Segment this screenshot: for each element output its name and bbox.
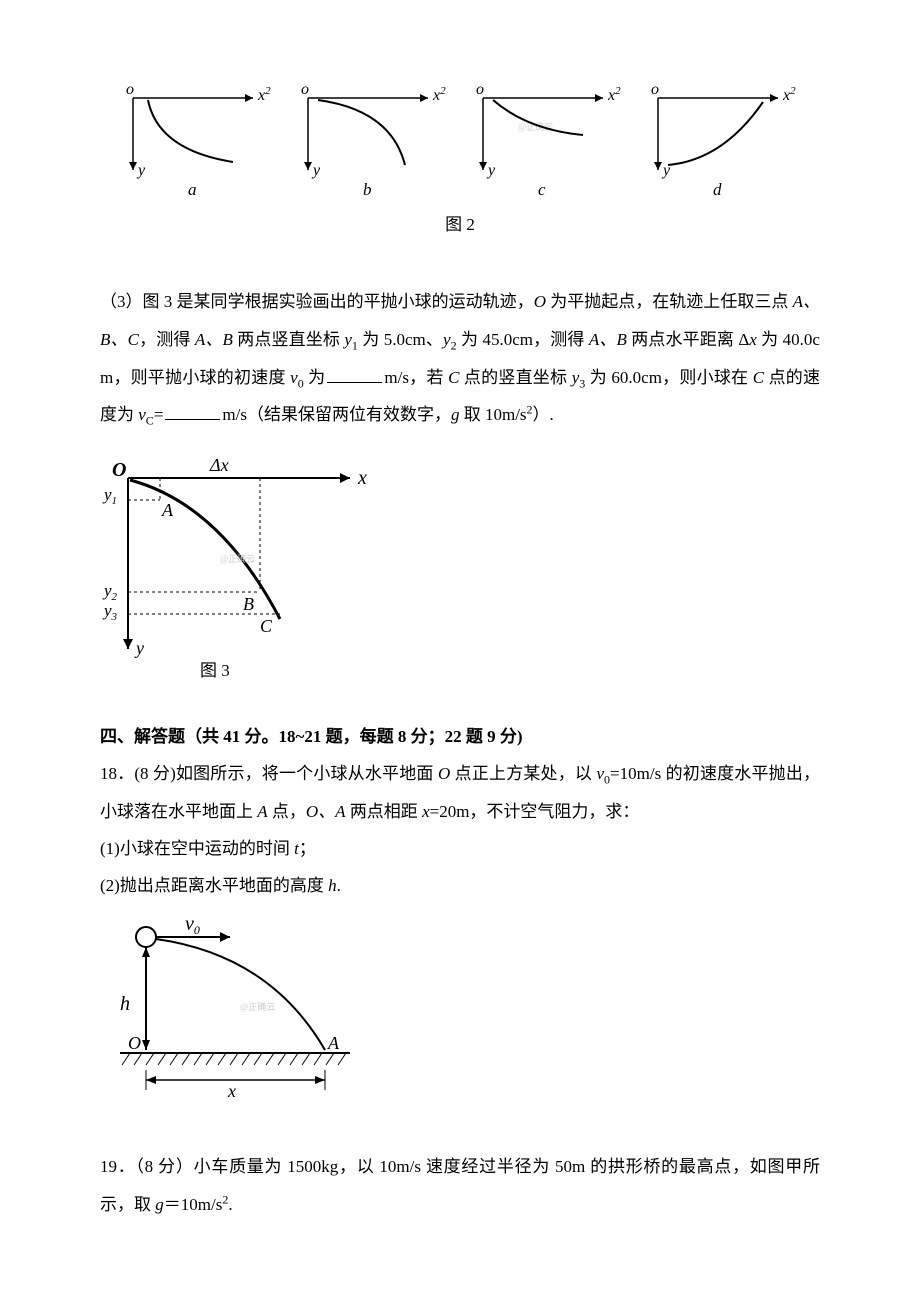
q3-text: （3）图 3 是某同学根据实验画出的平抛小球的运动轨迹，O 为平抛起点，在轨迹上… [100, 283, 820, 434]
B-label: B [243, 594, 254, 614]
fig2-panel-d: o x2 y d [643, 80, 803, 200]
q19-text: 19．（8 分）小车质量为 1500kg，以 10m/s 速度经过半径为 50m… [100, 1148, 820, 1223]
arrow-icon [420, 94, 428, 102]
blank-input[interactable] [327, 366, 382, 383]
page: o x2 y a o x2 y b o [0, 0, 920, 1303]
fig2-panel-c: o x2 y @正确云 c [468, 80, 628, 200]
section-4-header: 四、解答题（共 41 分。18~21 题，每题 8 分；22 题 9 分) [100, 718, 820, 755]
panel-label: a [188, 180, 197, 199]
arrow-icon [595, 94, 603, 102]
figure-3: O Δx x y1 y2 y3 y A B [100, 454, 820, 697]
y-label: y [311, 162, 321, 179]
arrow-icon [770, 94, 778, 102]
arrow-icon [654, 162, 662, 170]
origin-label: o [476, 81, 484, 98]
hatching-icon [122, 1053, 346, 1065]
y3-label: y3 [102, 601, 118, 623]
fig2-caption: 图 2 [100, 206, 820, 243]
origin-label: o [126, 81, 134, 98]
x-label: x [357, 467, 367, 489]
watermark-icon: @正确云 [240, 1001, 275, 1012]
trajectory-curve [130, 480, 280, 619]
O-label: O [112, 459, 126, 481]
fig2-panel-a: o x2 y a [118, 80, 278, 200]
arrow-icon [142, 1040, 150, 1050]
A-label: A [161, 500, 174, 520]
curve-a [148, 100, 233, 162]
ball-icon [136, 927, 156, 947]
figure-2-row: o x2 y a o x2 y b o [100, 80, 820, 200]
y-label: y [136, 162, 146, 179]
arrow-icon [123, 639, 133, 649]
arrow-icon [340, 473, 350, 483]
arrow-icon [220, 932, 230, 942]
trajectory-curve [156, 939, 325, 1050]
panel-label: d [713, 180, 722, 199]
curve-d [668, 102, 763, 165]
A-label: A [327, 1033, 340, 1053]
arrow-icon [245, 94, 253, 102]
arrow-icon [315, 1076, 325, 1084]
v0-label: v0 [185, 915, 200, 937]
origin-label: o [651, 81, 659, 98]
arrow-icon [142, 947, 150, 957]
panel-label: c [538, 180, 546, 199]
O-label: O [128, 1033, 141, 1053]
arrow-icon [479, 162, 487, 170]
y-label: y [134, 638, 144, 658]
blank-input[interactable] [165, 403, 220, 420]
arrow-icon [304, 162, 312, 170]
x-label: x [227, 1081, 236, 1101]
x-label: x2 [432, 85, 446, 104]
origin-label: o [301, 81, 309, 98]
curve-b [318, 100, 405, 165]
fig3-caption: 图 3 [200, 661, 230, 680]
x-label: x2 [782, 85, 796, 104]
fig2-panel-b: o x2 y b [293, 80, 453, 200]
watermark-icon: @正确云 [518, 121, 553, 132]
q18-text: 18．(8 分)如图所示，将一个小球从水平地面 O 点正上方某处，以 v0=10… [100, 755, 820, 830]
y-label: y [486, 162, 496, 179]
q18-p1: (1)小球在空中运动的时间 t； [100, 830, 820, 867]
x-label: x2 [257, 85, 271, 104]
figure-projectile: v0 h O A [100, 915, 820, 1118]
dx-label: Δx [209, 455, 229, 475]
watermark-icon: @正确云 [220, 553, 255, 564]
arrow-icon [129, 162, 137, 170]
C-label: C [260, 616, 273, 636]
y1-label: y1 [102, 485, 117, 507]
h-label: h [120, 993, 130, 1015]
x-label: x2 [607, 85, 621, 104]
q18-p2: (2)抛出点距离水平地面的高度 h. [100, 867, 820, 904]
y2-label: y2 [102, 581, 118, 603]
panel-label: b [363, 180, 372, 199]
arrow-icon [146, 1076, 156, 1084]
